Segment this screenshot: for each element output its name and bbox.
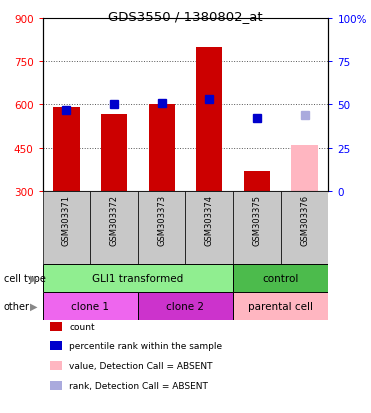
Bar [149, 105, 175, 192]
Text: GSM303376: GSM303376 [300, 195, 309, 245]
Bar [43, 264, 233, 292]
Bar [53, 108, 79, 192]
Text: other: other [4, 301, 30, 311]
Text: GDS3550 / 1380802_at: GDS3550 / 1380802_at [108, 10, 263, 23]
Text: clone 2: clone 2 [167, 301, 204, 311]
Text: GSM303371: GSM303371 [62, 195, 71, 245]
Bar [43, 292, 138, 320]
Text: count: count [69, 322, 95, 331]
Text: ▶: ▶ [30, 273, 37, 283]
Text: cell type: cell type [4, 273, 46, 283]
Bar [281, 192, 328, 264]
Bar [138, 292, 233, 320]
Text: GLI1 transformed: GLI1 transformed [92, 273, 184, 283]
Bar [101, 115, 127, 192]
Text: parental cell: parental cell [248, 301, 313, 311]
Text: ▶: ▶ [30, 301, 37, 311]
Bar [43, 192, 90, 264]
Bar [233, 264, 328, 292]
Text: percentile rank within the sample: percentile rank within the sample [69, 342, 223, 351]
Text: GSM303374: GSM303374 [205, 195, 214, 245]
Text: clone 1: clone 1 [71, 301, 109, 311]
Bar [244, 171, 270, 192]
Text: GSM303372: GSM303372 [109, 195, 119, 245]
Text: GSM303375: GSM303375 [252, 195, 262, 245]
Text: GSM303373: GSM303373 [157, 195, 166, 245]
Bar [233, 192, 281, 264]
Text: value, Detection Call = ABSENT: value, Detection Call = ABSENT [69, 361, 213, 370]
Bar [196, 47, 222, 192]
Bar [186, 192, 233, 264]
Bar [233, 292, 328, 320]
Bar [292, 145, 318, 192]
Text: control: control [263, 273, 299, 283]
Bar [138, 192, 186, 264]
Bar [90, 192, 138, 264]
Text: rank, Detection Call = ABSENT: rank, Detection Call = ABSENT [69, 381, 208, 390]
